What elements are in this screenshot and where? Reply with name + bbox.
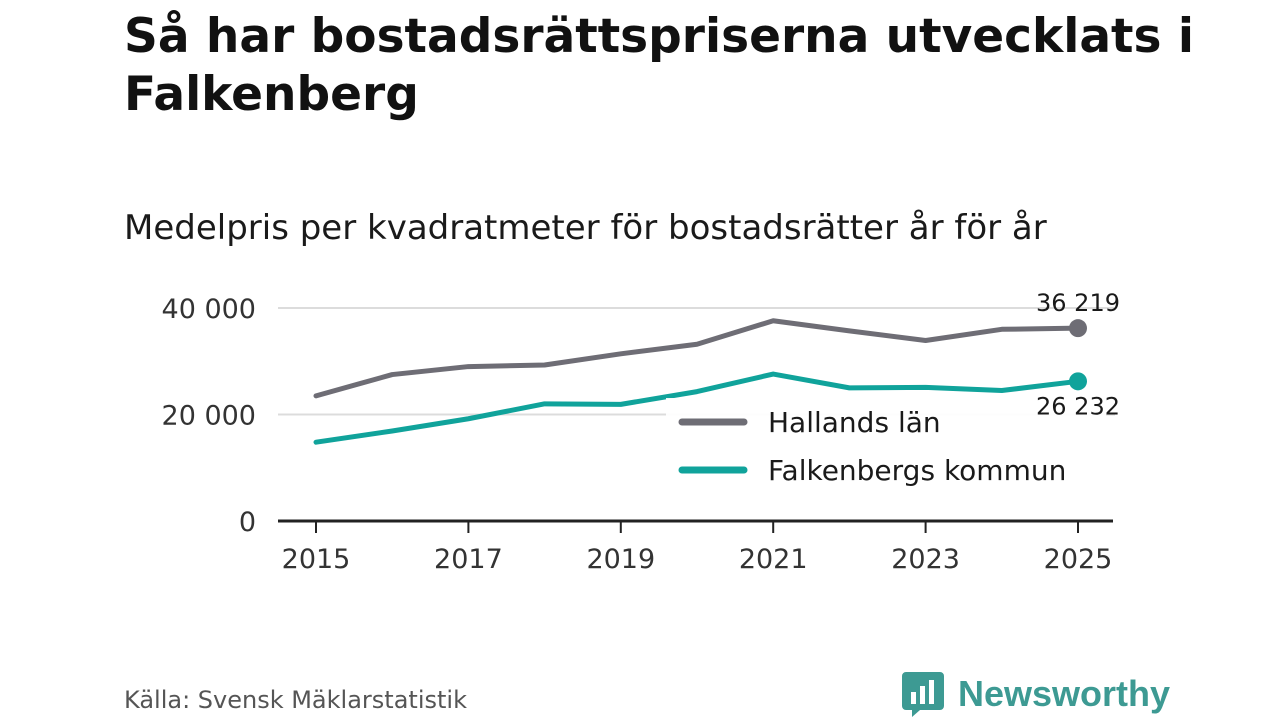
series-line-1 <box>313 371 1081 445</box>
series-endpoint-1 <box>1069 372 1087 391</box>
legend-label-1: Falkenbergs kommun <box>768 454 1066 487</box>
brand-name: Newsworthy <box>958 673 1171 714</box>
legend-background <box>666 398 1106 496</box>
series-layer <box>313 318 1087 445</box>
series-endpoint-0 <box>1069 319 1087 338</box>
series-line-0 <box>313 318 1081 399</box>
y-tick-label: 20 000 <box>162 401 256 432</box>
source-note: Källa: Svensk Mäklarstatistik <box>124 686 467 714</box>
x-tick-label: 2025 <box>1044 544 1113 575</box>
legend-label-0: Hallands län <box>768 406 941 439</box>
legend-layer: Hallands län Falkenbergs kommun <box>666 398 1106 496</box>
label-layer: 36 219 26 232 <box>1036 289 1120 420</box>
y-tick-label: 0 <box>239 507 256 538</box>
axis-layer: 0 20 000 40 000 2015 2017 2019 2021 2023 2025 <box>162 294 1113 575</box>
chart-title: Så har bostadsrättspriserna utvecklats i… <box>124 9 1194 122</box>
x-tick-label: 2017 <box>434 544 503 575</box>
y-tick-label: 40 000 <box>162 294 256 325</box>
brand-logo: Newsworthy <box>902 668 1170 720</box>
chart-subtitle: Medelpris per kvadratmeter för bostadsrä… <box>124 208 1047 248</box>
x-tick-label: 2015 <box>282 544 351 575</box>
end-label-hallands: 36 219 <box>1036 289 1120 317</box>
newsworthy-logo-icon <box>902 672 944 717</box>
x-tick-label: 2023 <box>891 544 960 575</box>
x-tick-label: 2021 <box>739 544 808 575</box>
x-tick-label: 2019 <box>586 544 655 575</box>
end-label-falkenberg: 26 232 <box>1036 392 1120 420</box>
